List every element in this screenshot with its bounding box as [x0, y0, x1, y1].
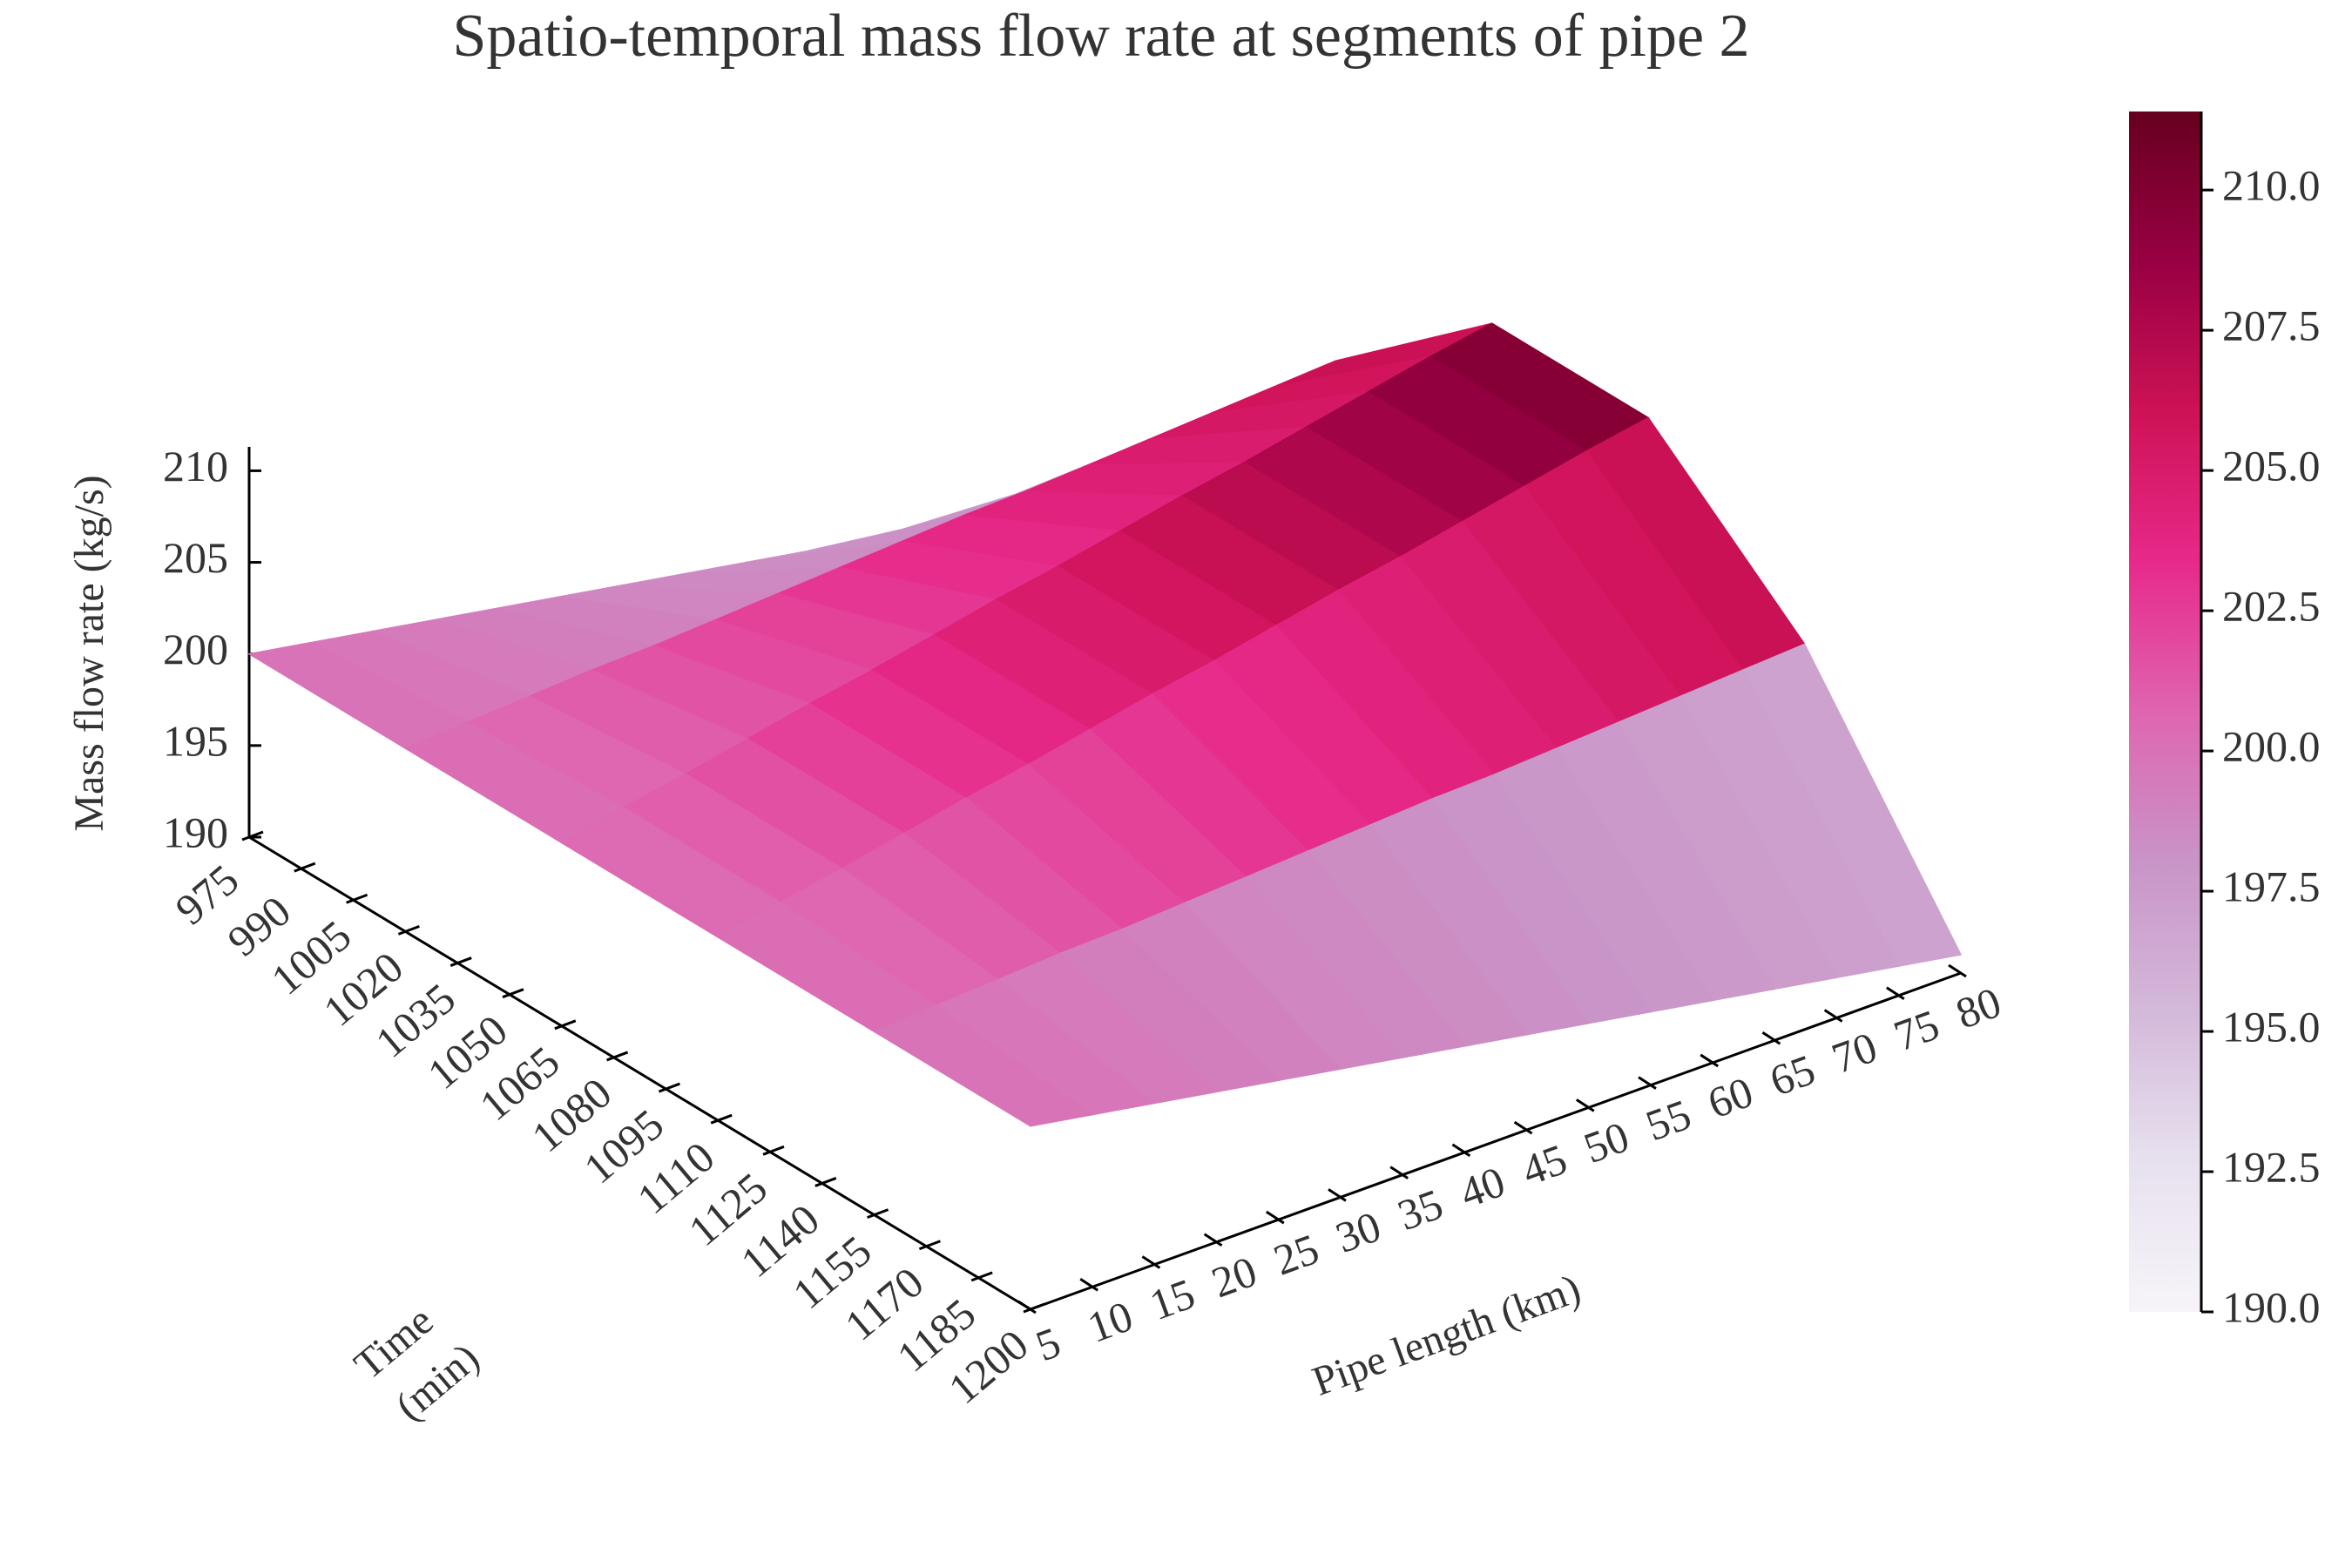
y-tick [241, 830, 264, 841]
x-tick-label: 50 [1578, 1112, 1635, 1173]
x-tick [1638, 1076, 1657, 1090]
x-axis [1030, 971, 1962, 1311]
y-axis [248, 835, 1031, 1311]
x-tick-label: 60 [1701, 1067, 1759, 1128]
x-tick [1017, 1300, 1037, 1315]
colorbar [2129, 112, 2201, 1312]
x-tick-label: 70 [1826, 1022, 1883, 1083]
x-tick-label: 75 [1888, 1000, 1945, 1061]
colorbar-tick-label: 192.5 [2222, 1142, 2321, 1191]
x-tick [1761, 1031, 1781, 1045]
colorbar-tick-label: 205.0 [2222, 442, 2321, 490]
colorbar-tick-label: 197.5 [2222, 862, 2321, 911]
y-tick [502, 988, 524, 999]
y-tick [658, 1082, 680, 1093]
z-axis-label: Mass flow rate (kg/s) [66, 475, 112, 831]
x-tick [1328, 1188, 1347, 1202]
y-tick [346, 893, 368, 904]
x-tick [1079, 1278, 1099, 1292]
y-tick [606, 1051, 629, 1062]
x-tick-label: 25 [1267, 1224, 1325, 1285]
x-tick [1948, 963, 1967, 978]
colorbar-tick-label: 202.5 [2222, 582, 2321, 631]
x-tick-label: 10 [1081, 1291, 1139, 1352]
y-tick [710, 1113, 733, 1125]
x-tick [1203, 1233, 1223, 1247]
colorbar-tick-label: 190.0 [2222, 1282, 2321, 1331]
x-tick-label: 20 [1206, 1247, 1263, 1308]
z-tick-label: 210 [163, 442, 228, 490]
surface-patch [872, 1004, 1095, 1127]
x-axis-label: Pipe length (km) [1307, 1266, 1586, 1405]
x-tick [1513, 1120, 1533, 1135]
x-tick [1575, 1098, 1595, 1112]
x-tick-label: 30 [1329, 1201, 1387, 1262]
y-tick [554, 1019, 577, 1031]
y-tick [867, 1208, 889, 1220]
x-tick-label: 35 [1391, 1179, 1449, 1240]
colorbar-tick-label: 195.0 [2222, 1003, 2321, 1051]
y-tick [814, 1177, 837, 1187]
surface [247, 322, 1963, 1127]
z-tick-label: 200 [163, 625, 228, 673]
x-tick [1141, 1255, 1161, 1269]
x-tick-label: 45 [1516, 1134, 1573, 1195]
x-tick [1389, 1166, 1409, 1179]
x-tick [1823, 1009, 1843, 1023]
x-tick [1265, 1210, 1285, 1225]
x-tick-label: 5 [1030, 1317, 1067, 1370]
x-tick [1885, 986, 1905, 1000]
y-tick [1023, 1302, 1045, 1314]
chart-title: Spatio-temporal mass flow rate at segmen… [452, 3, 1749, 70]
y-tick [918, 1240, 941, 1251]
colorbar-tick-label: 207.5 [2222, 301, 2321, 350]
x-tick-label: 65 [1763, 1044, 1821, 1105]
x-tick [1451, 1143, 1471, 1158]
z-tick-label: 195 [163, 716, 228, 765]
x-tick-label: 40 [1453, 1157, 1511, 1218]
z-tick-label: 190 [163, 808, 228, 856]
x-tick-label: 80 [1950, 977, 2007, 1038]
y-tick [449, 956, 472, 967]
colorbar-tick-label: 210.0 [2222, 161, 2321, 210]
y-tick [397, 924, 420, 936]
y-tick [294, 862, 316, 873]
x-tick [1700, 1053, 1720, 1068]
x-tick-label: 55 [1639, 1090, 1697, 1151]
y-tick [762, 1145, 785, 1156]
colorbar-tick-label: 200.0 [2222, 722, 2321, 771]
x-tick-label: 15 [1143, 1268, 1200, 1329]
z-tick-label: 205 [163, 533, 228, 582]
y-tick [970, 1271, 993, 1282]
